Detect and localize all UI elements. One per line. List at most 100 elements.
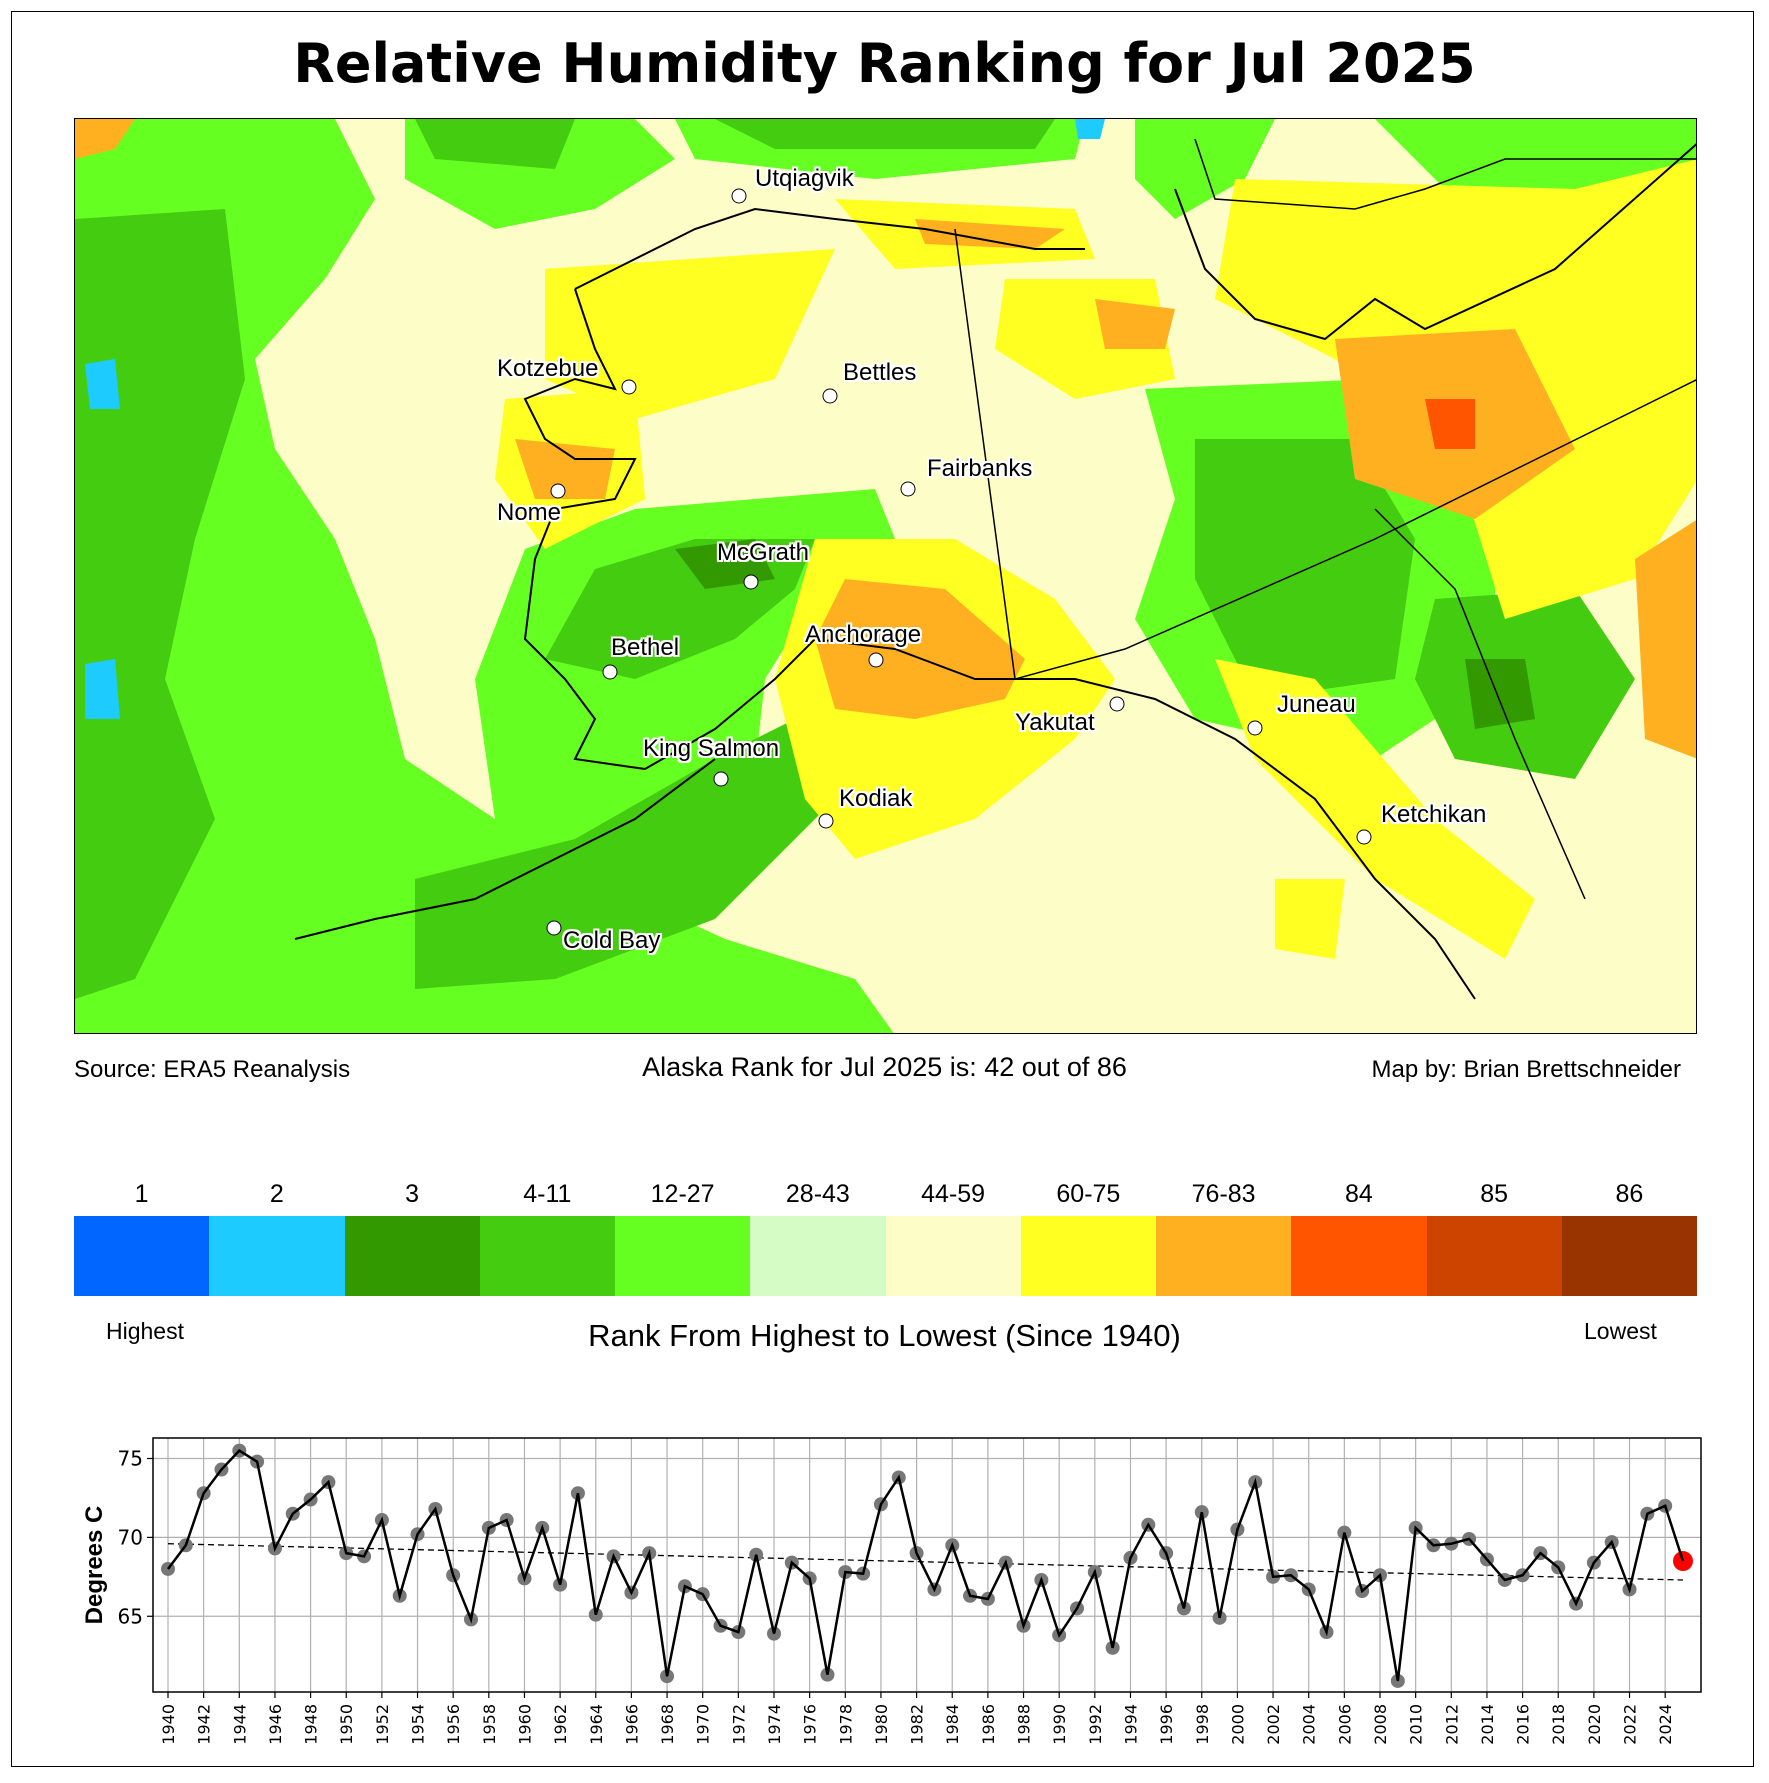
x-tick-label: 2002 bbox=[1264, 1704, 1283, 1745]
x-tick-label: 1960 bbox=[515, 1704, 534, 1745]
x-tick-label: 2014 bbox=[1478, 1704, 1497, 1745]
city-label-kodiak: Kodiak bbox=[839, 785, 913, 812]
x-tick-label: 1968 bbox=[658, 1704, 677, 1745]
city-marker-kodiak bbox=[818, 813, 834, 829]
city-marker-cold-bay bbox=[546, 920, 562, 936]
colorbar-label: 44-59 bbox=[921, 1180, 986, 1208]
x-tick-label: 1962 bbox=[551, 1704, 570, 1745]
trend-line bbox=[167, 1543, 1684, 1581]
x-tick-label: 1988 bbox=[1015, 1704, 1034, 1745]
colorbar-label: 84 bbox=[1344, 1180, 1373, 1208]
city-marker-anchorage bbox=[868, 652, 884, 668]
borders bbox=[954, 138, 1696, 900]
x-tick-label: 1966 bbox=[622, 1704, 641, 1745]
colorbar-swatch-12-27 bbox=[615, 1216, 751, 1296]
plot-frame bbox=[152, 1437, 1702, 1693]
city-label-yakutat: Yakutat bbox=[1015, 709, 1095, 736]
map-credit: Map by: Brian Brettschneider bbox=[1371, 1056, 1681, 1083]
y-tick-label: 70 bbox=[118, 1525, 143, 1549]
x-tick-label: 1964 bbox=[587, 1704, 606, 1745]
colorbar bbox=[74, 1216, 1697, 1296]
city-label-utqiagvik: Utqiaġvik bbox=[755, 165, 854, 192]
city-label-ketchikan: Ketchikan bbox=[1381, 801, 1487, 828]
colorbar-label: 3 bbox=[405, 1180, 420, 1208]
y-axis-label: Degrees C bbox=[81, 1506, 108, 1625]
colorbar-swatch-86 bbox=[1561, 1216, 1697, 1296]
city-marker-nome bbox=[550, 483, 566, 499]
colorbar-label: 2 bbox=[269, 1180, 284, 1208]
colorbar-label: 60-75 bbox=[1056, 1180, 1121, 1208]
x-tick-label: 1956 bbox=[444, 1704, 463, 1745]
x-tick-label: 1994 bbox=[1121, 1704, 1140, 1745]
x-tick-label: 1980 bbox=[872, 1704, 891, 1745]
series-line bbox=[167, 1449, 1685, 1682]
alaska-rank-map: Utqiaġvik Kotzebue Bettles Nome Fairbank… bbox=[74, 118, 1697, 1034]
city-marker-fairbanks bbox=[900, 481, 916, 497]
y-tick-label: 75 bbox=[118, 1447, 143, 1471]
colorbar-swatch-2 bbox=[209, 1216, 345, 1296]
city-marker-king-salmon bbox=[713, 771, 729, 787]
x-tick-label: 1996 bbox=[1157, 1704, 1176, 1745]
colorbar-swatch-60-75 bbox=[1020, 1216, 1156, 1296]
x-tick-label: 1946 bbox=[266, 1704, 285, 1745]
city-label-nome: Nome bbox=[497, 499, 562, 526]
city-marker-utqiagvik bbox=[731, 188, 747, 204]
colorbar-label: 1 bbox=[134, 1180, 149, 1208]
x-tick-label: 2018 bbox=[1549, 1704, 1568, 1745]
legend-highest-label: Highest bbox=[106, 1318, 184, 1344]
x-tick-label: 1974 bbox=[765, 1704, 784, 1745]
y-tick-label: 65 bbox=[118, 1604, 143, 1628]
x-tick-label: 1942 bbox=[195, 1704, 214, 1745]
city-marker-bethel bbox=[602, 664, 618, 680]
colorbar-swatch-1 bbox=[74, 1216, 210, 1296]
x-tick-label: 1976 bbox=[801, 1704, 820, 1745]
city-marker-ketchikan bbox=[1356, 829, 1372, 845]
x-tick-label: 2000 bbox=[1228, 1704, 1247, 1745]
city-label-bethel: Bethel bbox=[611, 634, 680, 661]
x-tick-label: 1970 bbox=[694, 1704, 713, 1745]
city-label-fairbanks: Fairbanks bbox=[927, 455, 1033, 482]
plot-area bbox=[153, 1438, 1701, 1692]
city-label-king-salmon: King Salmon bbox=[643, 735, 780, 762]
city-marker-juneau bbox=[1247, 720, 1263, 736]
x-tick-label: 1986 bbox=[979, 1704, 998, 1745]
city-label-juneau: Juneau bbox=[1277, 691, 1356, 718]
city-label-kotzebue: Kotzebue bbox=[497, 355, 599, 382]
colorbar-labels: 1 2 3 4-11 12-27 28-43 44-59 60-75 76-83 84 85 86 bbox=[74, 1180, 1697, 1209]
coastline bbox=[294, 143, 1696, 1000]
city-marker-mcgrath bbox=[743, 574, 759, 590]
x-tick-label: 2022 bbox=[1621, 1704, 1640, 1745]
x-tick-label: 2008 bbox=[1371, 1704, 1390, 1745]
x-tick-label: 1940 bbox=[159, 1704, 178, 1745]
city-label-mcgrath: McGrath bbox=[717, 539, 810, 566]
colorbar-label: 12-27 bbox=[650, 1180, 715, 1208]
figure-border bbox=[11, 11, 1754, 1767]
x-tick-label: 2006 bbox=[1335, 1704, 1354, 1745]
colorbar-label: 76-83 bbox=[1191, 1180, 1256, 1208]
city-label-anchorage: Anchorage bbox=[805, 621, 922, 648]
city-marker-yakutat bbox=[1109, 696, 1125, 712]
x-tick-label: 2010 bbox=[1407, 1704, 1426, 1745]
x-tick-label: 2020 bbox=[1585, 1704, 1604, 1745]
map-regions bbox=[75, 119, 1696, 1033]
colorbar-swatch-85 bbox=[1426, 1216, 1562, 1296]
city-marker-bettles bbox=[822, 388, 838, 404]
x-tick-label: 1958 bbox=[480, 1704, 499, 1745]
x-tick-label: 2016 bbox=[1514, 1704, 1533, 1745]
x-tick-label: 1982 bbox=[908, 1704, 927, 1745]
x-tick-label: 2004 bbox=[1300, 1704, 1319, 1745]
x-tick-label: 1992 bbox=[1086, 1704, 1105, 1745]
x-tick-label: 1990 bbox=[1050, 1704, 1069, 1745]
colorbar-title: Rank From Highest to Lowest (Since 1940) bbox=[588, 1318, 1181, 1353]
x-tick-label: 1950 bbox=[337, 1704, 356, 1745]
colorbar-swatch-3 bbox=[344, 1216, 480, 1296]
colorbar-swatch-28-43 bbox=[750, 1216, 886, 1296]
colorbar-label: 4-11 bbox=[523, 1180, 572, 1208]
city-marker-kotzebue bbox=[621, 379, 637, 395]
x-tick-label: 1998 bbox=[1193, 1704, 1212, 1745]
colorbar-swatch-44-59 bbox=[885, 1216, 1021, 1296]
x-tick-label: 1944 bbox=[230, 1704, 249, 1745]
x-tick-label: 2024 bbox=[1656, 1704, 1675, 1745]
x-tick-label: 1948 bbox=[302, 1704, 321, 1745]
